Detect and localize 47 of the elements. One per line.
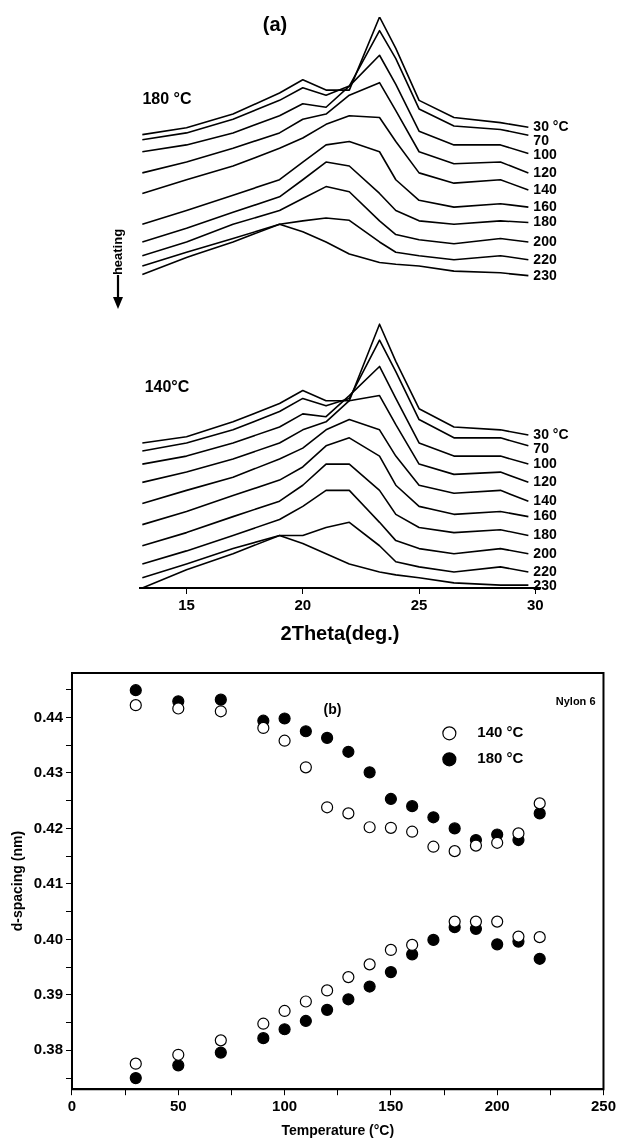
series-label: 30 °C bbox=[533, 425, 569, 442]
y-axis-title: d-spacing (nm) bbox=[9, 830, 26, 932]
y-tick-label: 0.43 bbox=[33, 763, 63, 781]
series-label: 220 bbox=[533, 562, 557, 579]
series-label: 220 bbox=[533, 250, 557, 267]
series-label: 100 bbox=[533, 454, 557, 471]
series-label: 140 bbox=[533, 492, 557, 509]
text: heating bbox=[109, 228, 125, 276]
x-tick-label: 20 bbox=[294, 596, 312, 614]
series-label: 160 bbox=[533, 507, 557, 524]
x-tick-label: 200 bbox=[484, 1097, 510, 1115]
series-label: 120 bbox=[533, 473, 557, 490]
y-tick-label: 0.40 bbox=[33, 929, 63, 947]
annotation: (b) bbox=[323, 701, 342, 718]
x-tick-label: 250 bbox=[590, 1097, 616, 1115]
x-tick-label: 100 bbox=[272, 1097, 298, 1115]
series-label: 100 bbox=[533, 146, 557, 163]
y-tick-label: 0.44 bbox=[33, 707, 64, 725]
x-tick-label: 0 bbox=[67, 1097, 77, 1115]
x-axis-title: Temperature (°C) bbox=[281, 1122, 395, 1139]
x-tick-label: 30 bbox=[527, 596, 544, 614]
series-label: 180 bbox=[533, 526, 557, 543]
x-tick-label: 15 bbox=[178, 596, 195, 614]
series-label: 230 bbox=[533, 266, 557, 283]
annotation: (a) bbox=[262, 12, 288, 35]
series-label: 140 bbox=[533, 180, 557, 197]
x-tick-label: 25 bbox=[410, 596, 428, 614]
series-label: 70 bbox=[533, 132, 550, 149]
series-label: 120 bbox=[533, 163, 557, 180]
series-label: 180 bbox=[533, 213, 557, 230]
legend-label: 140 °C bbox=[477, 723, 524, 741]
y-tick-label: 0.39 bbox=[33, 985, 63, 1002]
series-label: 200 bbox=[533, 232, 557, 249]
x-axis-title: 2Theta(deg.) bbox=[280, 621, 400, 644]
series-label: 70 bbox=[533, 439, 550, 456]
annotation: 180 °C bbox=[142, 90, 192, 108]
x-tick-label: 50 bbox=[169, 1097, 187, 1115]
series-label: 160 bbox=[533, 198, 557, 214]
x-tick-label: 150 bbox=[378, 1097, 404, 1115]
y-tick-label: 0.41 bbox=[33, 874, 63, 892]
y-tick-label: 0.42 bbox=[33, 818, 63, 836]
series-label: 30 °C bbox=[533, 118, 569, 135]
legend-label: 180 °C bbox=[477, 749, 524, 767]
y-tick-label: 0.38 bbox=[33, 1040, 63, 1058]
annotation: 140°C bbox=[144, 378, 190, 396]
series-label: 200 bbox=[533, 544, 557, 561]
annotation: Nylon 6 bbox=[555, 695, 596, 708]
